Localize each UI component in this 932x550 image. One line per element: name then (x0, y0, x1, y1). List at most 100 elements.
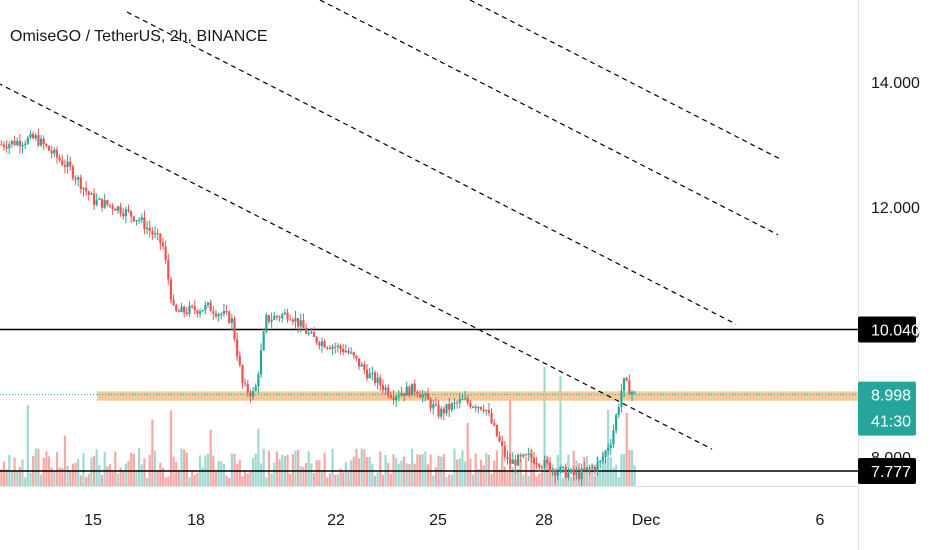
candle-body (273, 316, 276, 320)
volume-bar (516, 469, 520, 486)
candle-body (323, 341, 326, 348)
volume-bar (395, 458, 398, 486)
candle-body (42, 138, 45, 145)
candle-body (16, 140, 19, 146)
volume-bar (538, 473, 541, 486)
candle-body (562, 466, 565, 468)
volume-bar (254, 453, 257, 486)
volume-bar (42, 457, 45, 486)
candle-body (183, 306, 186, 313)
candle-body (363, 364, 366, 370)
volume-bar (323, 452, 326, 486)
candle-body (262, 331, 265, 351)
candle-body (108, 204, 112, 206)
candle-body (259, 350, 263, 375)
candle-body (135, 220, 138, 222)
candle-body (479, 406, 483, 410)
candle-body (122, 213, 125, 217)
candle-body (254, 386, 257, 391)
x-tick-label: 15 (84, 512, 102, 529)
candle-body (29, 133, 32, 138)
volume-bar (294, 450, 297, 486)
candle-body (344, 350, 347, 353)
candle-body (588, 467, 591, 469)
volume-bar (177, 470, 180, 486)
candle-body (569, 469, 573, 473)
candle-body (607, 448, 610, 451)
candle-body (469, 402, 472, 407)
candle-body (85, 187, 88, 192)
volume-bar (477, 468, 480, 486)
candle-body (532, 457, 536, 464)
candle-body (291, 319, 294, 322)
candle-body (267, 315, 271, 322)
candle-body (485, 410, 488, 412)
price-badge (858, 316, 916, 343)
candle-body (294, 318, 297, 322)
volume-bar (180, 448, 183, 486)
volume-bar (50, 467, 53, 486)
candle-body (585, 467, 589, 470)
candle-body (445, 404, 448, 414)
candle-body (540, 467, 544, 469)
candle-body (360, 364, 363, 367)
candle-body (564, 466, 567, 478)
candle-body (140, 217, 143, 220)
candle-body (39, 138, 43, 146)
volume-bar (612, 467, 615, 486)
candle-body (98, 198, 101, 200)
volume-bar (196, 472, 199, 486)
volume-bar (193, 474, 196, 486)
candle-body (432, 404, 435, 409)
candle-body (230, 318, 233, 323)
price-badge-text: 7.777 (871, 464, 911, 481)
volume-bar (26, 405, 29, 486)
volume-bar (259, 463, 263, 486)
candle-body (193, 306, 196, 311)
candle-body (487, 410, 491, 413)
volume-bar (18, 466, 21, 486)
volume-bar (466, 422, 469, 486)
volume-bar (410, 448, 414, 486)
candle-body (556, 472, 559, 476)
candle-body (506, 457, 509, 460)
volume-bar (564, 472, 567, 486)
candle-body (167, 260, 170, 280)
volume-bar (220, 461, 223, 486)
volume-bar (191, 470, 194, 486)
candle-body (365, 369, 369, 379)
volume-bar (238, 460, 241, 486)
candle-body (79, 177, 82, 190)
candle-body (620, 390, 623, 408)
candle-body (612, 430, 615, 445)
candle-body (275, 316, 279, 318)
candle-body (416, 391, 419, 395)
volume-bar (87, 473, 90, 486)
volume-bar (291, 454, 294, 486)
x-tick-label: 18 (187, 512, 205, 529)
volume-bar (241, 476, 244, 486)
candle-body (198, 311, 202, 314)
volume-bar (225, 475, 228, 486)
candle-body (315, 336, 318, 343)
volume-bar (601, 452, 604, 486)
volume-bar (379, 451, 382, 486)
volume-bar (116, 473, 120, 486)
volume-bar (249, 471, 252, 486)
candle-body (384, 387, 387, 391)
volume-bar (310, 463, 313, 486)
volume-bar (495, 450, 498, 486)
candle-body (575, 472, 578, 475)
volume-bar (169, 410, 173, 486)
volume-bar (588, 467, 591, 486)
trend-lines-layer (0, 0, 781, 450)
volume-bar (463, 461, 467, 486)
candle-body (307, 332, 310, 334)
candle-body (286, 312, 289, 320)
x-tick-label: 28 (535, 512, 553, 529)
volume-bar (506, 472, 509, 486)
candle-body (625, 378, 628, 381)
candle-body (538, 464, 541, 468)
candle-body (535, 463, 538, 465)
